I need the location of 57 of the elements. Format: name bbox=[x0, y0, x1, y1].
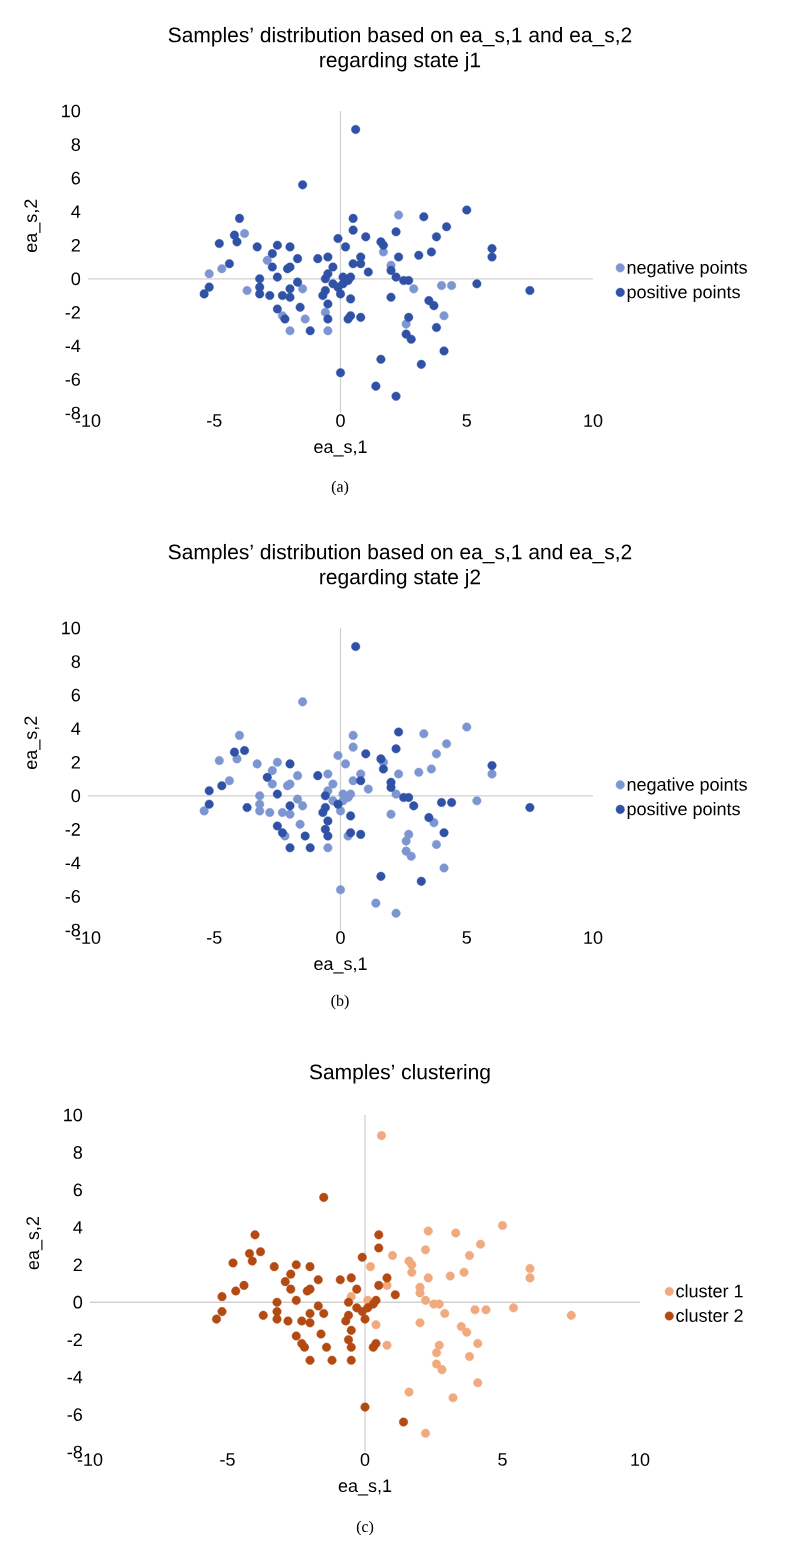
chart-title: Samples’ distribution based on ea_s,1 and ea_s,2 regarding state j2 bbox=[168, 543, 632, 589]
y-tick-label: 2 bbox=[73, 1258, 82, 1272]
y-tick-label: 0 bbox=[73, 1295, 83, 1309]
y-tick-label: 2 bbox=[71, 238, 80, 252]
x-tick-label: 0 bbox=[336, 414, 345, 427]
y-tick-label: -2 bbox=[65, 306, 80, 319]
text: (b) bbox=[331, 994, 349, 1010]
y-tick-label: 6 bbox=[71, 688, 81, 702]
y-tick-label: 8 bbox=[71, 138, 81, 151]
x-tick-label: 0 bbox=[360, 1453, 370, 1466]
y-tick-label: 0 bbox=[71, 272, 81, 286]
y-tick-label: 4 bbox=[71, 205, 81, 218]
x-tick-label: -5 bbox=[207, 414, 222, 427]
x-axis-title: ea_s,1 bbox=[314, 440, 367, 457]
y-tick-label: 10 bbox=[62, 104, 81, 118]
y-tick-label: 0 bbox=[71, 789, 81, 803]
x-tick-label: 10 bbox=[631, 1453, 650, 1466]
legend-label: cluster 2 bbox=[676, 1308, 743, 1322]
y-axis-title: ea_s,2 bbox=[24, 199, 41, 253]
text: (a) bbox=[331, 480, 349, 496]
x-tick-label: -5 bbox=[207, 931, 222, 944]
y-tick-label: 8 bbox=[71, 655, 81, 668]
y-tick-label: -4 bbox=[67, 1370, 83, 1384]
y-tick-label: -2 bbox=[65, 823, 80, 836]
x-tick-label: 0 bbox=[336, 931, 345, 944]
chart-title: Samples’ clustering bbox=[309, 1063, 490, 1084]
y-tick-label: -6 bbox=[65, 373, 81, 386]
y-tick-label: -6 bbox=[65, 890, 81, 903]
x-tick-label: 5 bbox=[498, 1453, 507, 1466]
legend-label: cluster 1 bbox=[676, 1284, 743, 1298]
legend-label: positive points bbox=[627, 802, 740, 819]
y-tick-label: -2 bbox=[67, 1333, 82, 1346]
legend-label: positive points bbox=[627, 285, 740, 302]
x-tick-label: 10 bbox=[584, 414, 603, 427]
x-axis-title: ea_s,1 bbox=[314, 957, 367, 974]
x-tick-label: 5 bbox=[462, 414, 471, 427]
y-tick-label: 2 bbox=[71, 755, 80, 769]
x-tick-label: -5 bbox=[220, 1453, 235, 1466]
y-tick-label: 6 bbox=[73, 1183, 83, 1197]
y-tick-label: 6 bbox=[71, 171, 81, 185]
legend-label: negative points bbox=[627, 777, 747, 795]
y-tick-label: 8 bbox=[73, 1146, 83, 1159]
y-axis-title: ea_s,2 bbox=[26, 1216, 43, 1270]
x-axis-title: ea_s,1 bbox=[338, 1479, 392, 1496]
y-tick-label: -4 bbox=[65, 339, 81, 353]
y-tick-label: 4 bbox=[73, 1221, 83, 1234]
legend-label: negative points bbox=[627, 260, 747, 278]
x-tick-label: 10 bbox=[584, 931, 603, 944]
x-tick-label: 5 bbox=[462, 931, 471, 944]
y-tick-label: -4 bbox=[65, 856, 81, 870]
y-tick-label: 10 bbox=[64, 1108, 83, 1122]
y-tick-label: 4 bbox=[71, 722, 81, 735]
chart-title: Samples’ distribution based on ea_s,1 and ea_s,2 regarding state j1 bbox=[168, 26, 632, 72]
y-tick-label: -6 bbox=[67, 1408, 83, 1421]
text: (c) bbox=[356, 1520, 374, 1536]
y-tick-label: 10 bbox=[62, 621, 81, 635]
y-axis-title: ea_s,2 bbox=[24, 716, 41, 770]
